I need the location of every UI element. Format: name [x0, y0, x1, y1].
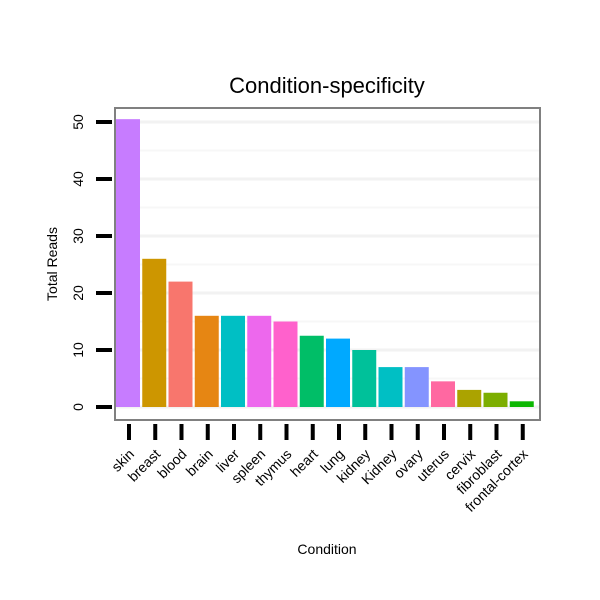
bar-kidney: [352, 350, 377, 407]
plot-frame: [114, 107, 541, 421]
bar-ovary: [404, 367, 429, 407]
bars: [116, 119, 534, 408]
bar-uterus: [431, 381, 455, 407]
x-axis-label: Condition: [297, 541, 356, 557]
bar-heart: [299, 335, 324, 407]
y-tick-label: 30: [70, 228, 86, 244]
x-tick-label: blood: [154, 446, 190, 482]
bar-frontal-cortex: [509, 401, 534, 407]
bar-spleen: [247, 315, 272, 407]
chart-title: Condition-specificity: [229, 73, 425, 98]
bar-liver: [221, 315, 245, 407]
bar-skin: [116, 119, 140, 408]
x-tick-label: brain: [183, 446, 216, 479]
y-axis-label: Total Reads: [44, 227, 60, 301]
y-tick-label: 40: [70, 171, 86, 187]
x-tick-label: heart: [287, 446, 321, 480]
bar-cervix: [457, 389, 482, 407]
x-axis: skinbreastbloodbrainliverspleenthymushea…: [108, 424, 531, 515]
bar-fibroblast: [483, 392, 508, 407]
y-axis: 0 10 20 30 40 50: [70, 114, 112, 411]
bar-lung: [326, 338, 350, 407]
y-tick-label: 0: [70, 403, 86, 411]
y-tick-label: 10: [70, 342, 86, 358]
y-tick-label: 50: [70, 114, 86, 130]
bar-thymus: [273, 321, 298, 407]
y-tick-label: 20: [70, 285, 86, 301]
bar-brain: [194, 315, 219, 407]
bar-breast: [142, 258, 167, 407]
bar-blood: [168, 281, 193, 407]
bar-kidney: [378, 367, 403, 407]
